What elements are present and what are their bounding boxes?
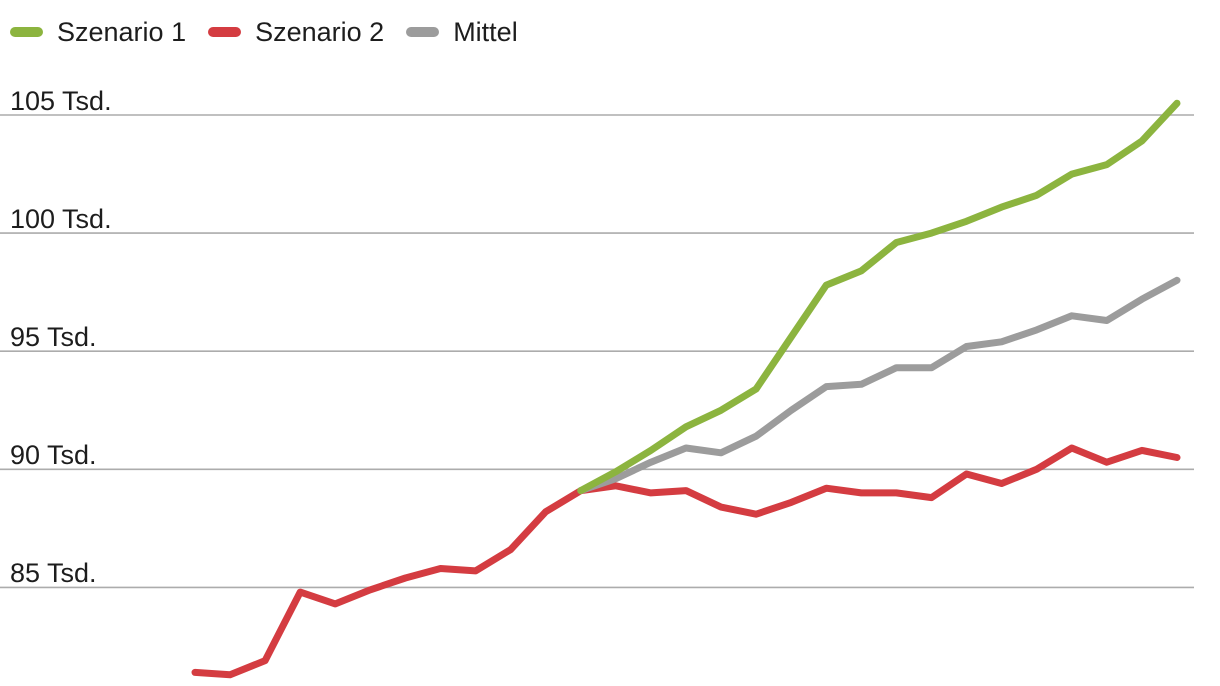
legend-item-szenario-2: Szenario 2 — [208, 16, 384, 48]
legend-label: Mittel — [453, 17, 518, 47]
y-axis-tick-label: 90 Tsd. — [10, 440, 97, 471]
legend-label: Szenario 2 — [255, 17, 385, 47]
y-axis-tick-label: 100 Tsd. — [10, 204, 112, 235]
series-line-szenario-2 — [191, 444, 1181, 679]
legend-item-mittel: Mittel — [406, 16, 518, 48]
legend-swatch-mittel — [406, 27, 440, 38]
chart-legend: Szenario 1 Szenario 2 Mittel — [10, 16, 518, 48]
legend-item-szenario-1: Szenario 1 — [10, 16, 186, 48]
series-line-szenario-1 — [577, 99, 1181, 495]
series-line-mittel — [577, 276, 1181, 495]
y-axis-tick-label: 105 Tsd. — [10, 85, 112, 116]
y-axis-tick-label: 85 Tsd. — [10, 558, 97, 589]
legend-label: Szenario 1 — [57, 17, 187, 47]
y-axis-tick-label: 95 Tsd. — [10, 322, 97, 353]
legend-swatch-szenario-1 — [10, 27, 43, 38]
legend-swatch-szenario-2 — [208, 27, 242, 38]
